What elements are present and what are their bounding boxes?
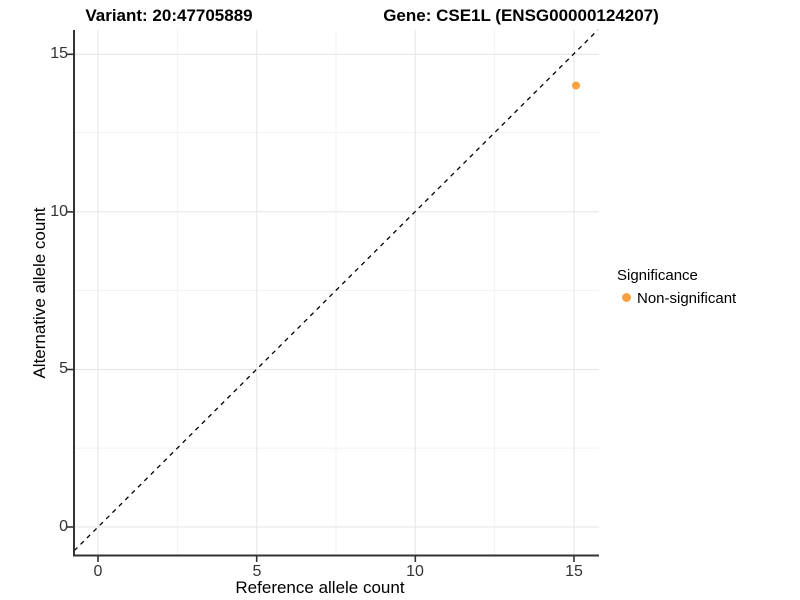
x-tick-label-10: 10	[406, 563, 424, 580]
data-point	[572, 81, 580, 90]
legend-item-label: Non-significant	[637, 290, 737, 307]
legend-title: Significance	[617, 267, 698, 284]
y-tick-label-0: 0	[59, 518, 68, 535]
x-tick-label-15: 15	[565, 563, 583, 580]
grid-major	[74, 30, 599, 555]
gene-title: Gene: CSE1L (ENSG00000124207)	[383, 6, 659, 25]
legend-marker-icon	[622, 293, 631, 302]
y-axis-title: Alternative allele count	[30, 207, 49, 379]
y-tick-label-5: 5	[59, 360, 68, 377]
y-tick-label-15: 15	[50, 45, 68, 62]
variant-title: Variant: 20:47705889	[85, 6, 253, 25]
grid-minor	[74, 30, 599, 555]
x-axis-title: Reference allele count	[235, 578, 405, 597]
tick-marks	[67, 53, 575, 562]
identity-line	[73, 29, 599, 552]
y-tick-label-10: 10	[50, 203, 68, 220]
axis-lines	[73, 30, 599, 557]
x-tick-label-5: 5	[252, 563, 262, 580]
x-tick-label-0: 0	[93, 563, 103, 580]
